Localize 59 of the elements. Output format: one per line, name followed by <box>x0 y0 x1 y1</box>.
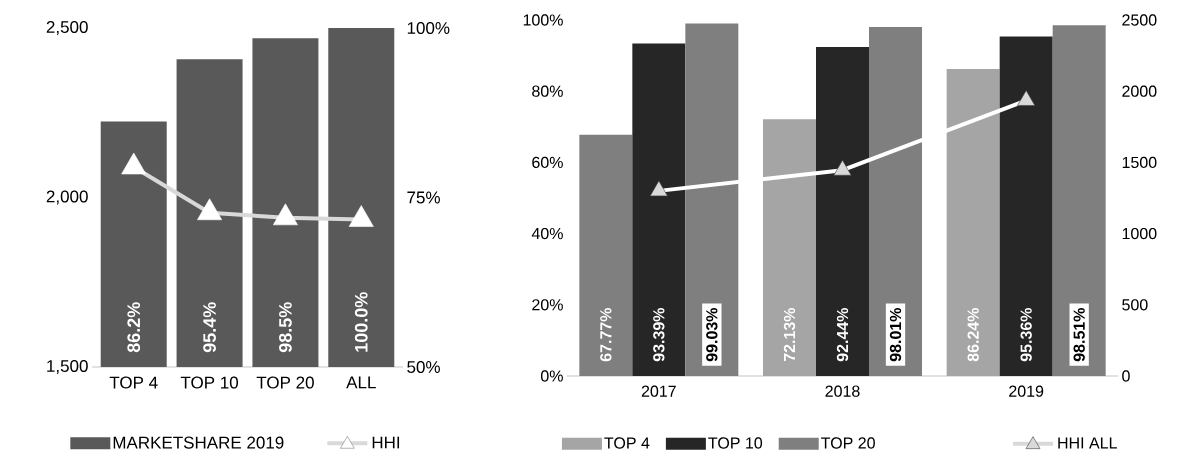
data-label: 98.51% <box>1073 307 1085 362</box>
legend-label: TOP 4 <box>604 437 650 449</box>
data-label: 92.44% <box>836 307 849 362</box>
y-tick-label: 40% <box>531 227 563 240</box>
bar <box>816 46 869 376</box>
data-label: 72.13% <box>783 307 796 362</box>
legend-label: HHI <box>372 436 400 449</box>
y2-tick-label: 50% <box>407 360 440 374</box>
data-label: 86.2% <box>127 302 141 353</box>
y2-tick-label: 100% <box>407 21 450 35</box>
bar <box>999 36 1053 376</box>
legend-label: TOP 10 <box>708 437 763 449</box>
legend-label: MARKETSHARE 2019 <box>113 436 284 449</box>
bar <box>685 23 739 376</box>
data-label: 67.77% <box>600 307 612 362</box>
x-tick-label: TOP 10 <box>180 376 239 389</box>
bar <box>869 27 923 376</box>
data-label: 100.0% <box>354 292 368 352</box>
y2-tick-label: 75% <box>407 191 440 204</box>
y2-tick-label: 500 <box>1122 299 1148 311</box>
x-tick-label: 2019 <box>1009 385 1044 397</box>
data-label: 93.39% <box>653 307 665 362</box>
legend-label: HHI ALL <box>1058 437 1117 449</box>
data-label: 98.01% <box>889 307 902 362</box>
y-tick-label: 20% <box>532 299 563 311</box>
point <box>649 180 668 197</box>
x-tick-label: ALL <box>346 376 376 389</box>
x-tick-label: 2018 <box>825 385 860 397</box>
x-tick-label: TOP 4 <box>109 376 158 389</box>
data-label: 86.24% <box>967 307 979 362</box>
point <box>273 203 298 226</box>
y2-tick-label: 2000 <box>1122 85 1157 97</box>
data-label: 95.4% <box>203 302 216 353</box>
y2-tick-label: 0 <box>1122 370 1130 382</box>
y-tick-label: 100% <box>523 14 563 26</box>
y-tick-label: 0% <box>540 370 563 382</box>
y-tick-label: 2,000 <box>46 190 88 205</box>
data-label: 98.5% <box>279 302 292 353</box>
data-label: 95.36% <box>1020 307 1032 362</box>
y2-tick-label: 1500 <box>1122 156 1157 169</box>
legend-label: TOP 20 <box>821 437 875 449</box>
x-tick-label: TOP 20 <box>256 376 314 389</box>
point <box>121 152 147 175</box>
data-label: 99.03% <box>706 307 718 362</box>
y-tick-label: 80% <box>532 85 563 97</box>
bar <box>763 119 817 376</box>
bar <box>1052 25 1106 376</box>
point <box>197 198 222 221</box>
y-tick-label: 1,500 <box>47 359 88 375</box>
y-tick-label: 2,500 <box>46 20 88 36</box>
point <box>833 159 852 176</box>
y-tick-label: 60% <box>532 156 563 169</box>
x-tick-label: 2017 <box>641 385 676 397</box>
y2-tick-label: 2500 <box>1122 14 1157 26</box>
y2-tick-label: 1000 <box>1122 227 1157 240</box>
point <box>1017 90 1036 106</box>
bar <box>946 68 1000 376</box>
point <box>348 205 374 227</box>
bar <box>632 43 686 376</box>
